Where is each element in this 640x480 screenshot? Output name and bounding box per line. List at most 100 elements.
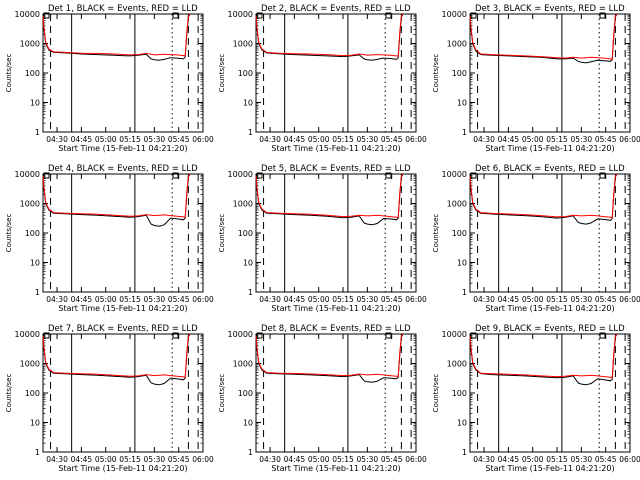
square-marker bbox=[599, 332, 606, 339]
y-axis-label: Counts/sec bbox=[218, 54, 226, 93]
y-tick-label: 1000 bbox=[447, 40, 467, 49]
y-axis-label: Counts/sec bbox=[432, 54, 440, 93]
y-tick-label: 10000 bbox=[228, 330, 253, 339]
square-marker bbox=[43, 332, 50, 339]
x-tick-label: 05:15 bbox=[546, 455, 568, 464]
events-series-line bbox=[255, 173, 404, 226]
square-marker bbox=[599, 12, 606, 19]
y-tick-label: 10 bbox=[30, 259, 40, 268]
x-axis-label: Start Time (15-Feb-11 04:21:20) bbox=[485, 304, 614, 313]
x-tick-label: 05:30 bbox=[144, 135, 166, 144]
y-tick-label: 10000 bbox=[442, 10, 467, 19]
y-tick-label: 100 bbox=[25, 69, 40, 78]
x-tick-label: 05:45 bbox=[168, 295, 190, 304]
x-tick-label: 05:00 bbox=[95, 135, 117, 144]
detector-panel: 1 10 100 1000 10000 04:30 04:45 05:00 05:15 05:30… bbox=[218, 164, 427, 313]
y-axis-label: Counts/sec bbox=[5, 54, 13, 93]
x-tick-label: 04:45 bbox=[498, 455, 520, 464]
x-axis-label: Start Time (15-Feb-11 04:21:20) bbox=[485, 144, 614, 153]
x-axis-label: Start Time (15-Feb-11 04:21:20) bbox=[271, 144, 400, 153]
y-axis-label: Counts/sec bbox=[432, 214, 440, 253]
y-tick-label: 100 bbox=[452, 69, 467, 78]
x-tick-label: 05:45 bbox=[595, 295, 617, 304]
lld-series-line bbox=[469, 13, 618, 61]
y-axis-label: Counts/sec bbox=[218, 214, 226, 253]
y-tick-label: 1000 bbox=[20, 40, 40, 49]
x-tick-label: 05:00 bbox=[522, 455, 544, 464]
y-tick-label: 10 bbox=[243, 259, 253, 268]
x-tick-label: 04:30 bbox=[473, 295, 495, 304]
y-tick-label: 1000 bbox=[233, 200, 253, 209]
y-tick-label: 10000 bbox=[15, 170, 40, 179]
y-tick-label: 1000 bbox=[233, 360, 253, 369]
x-tick-label: 05:00 bbox=[95, 295, 117, 304]
y-tick-label: 10 bbox=[457, 419, 467, 428]
x-tick-label: 05:15 bbox=[332, 295, 354, 304]
x-tick-label: 04:45 bbox=[284, 455, 306, 464]
y-tick-label: 10000 bbox=[442, 170, 467, 179]
x-tick-label: 06:00 bbox=[405, 295, 427, 304]
plot-frame bbox=[42, 333, 204, 453]
x-tick-label: 06:00 bbox=[192, 135, 214, 144]
y-tick-label: 10 bbox=[30, 419, 40, 428]
detector-panel: 1 10 100 1000 10000 04:30 04:45 05:00 05:15 05:30… bbox=[5, 4, 214, 153]
y-axis-label: Counts/sec bbox=[218, 374, 226, 413]
x-tick-label: 04:30 bbox=[259, 135, 281, 144]
x-tick-label: 05:15 bbox=[119, 455, 141, 464]
y-axis-label: Counts/sec bbox=[5, 214, 13, 253]
x-tick-label: 04:45 bbox=[498, 135, 520, 144]
x-tick-label: 05:30 bbox=[571, 295, 593, 304]
x-tick-label: 05:45 bbox=[168, 135, 190, 144]
square-marker bbox=[385, 12, 392, 19]
x-axis-label: Start Time (15-Feb-11 04:21:20) bbox=[485, 464, 614, 473]
x-tick-label: 05:15 bbox=[119, 135, 141, 144]
detector-panel: 1 10 100 1000 10000 04:30 04:45 05:00 05:15 05:30… bbox=[432, 324, 640, 473]
x-tick-label: 05:30 bbox=[571, 455, 593, 464]
detector-panel: 1 10 100 1000 10000 04:30 04:45 05:00 05:15 05:30… bbox=[218, 4, 427, 153]
x-tick-label: 04:45 bbox=[284, 295, 306, 304]
x-tick-label: 06:00 bbox=[192, 455, 214, 464]
y-tick-label: 10 bbox=[30, 99, 40, 108]
x-tick-label: 04:30 bbox=[46, 295, 68, 304]
detector-panel: 1 10 100 1000 10000 04:30 04:45 05:00 05:15 05:30… bbox=[5, 164, 214, 313]
x-tick-label: 04:30 bbox=[473, 135, 495, 144]
square-marker bbox=[256, 332, 263, 339]
x-tick-label: 05:45 bbox=[381, 295, 403, 304]
events-series-line bbox=[255, 333, 404, 383]
plot-frame bbox=[469, 333, 631, 453]
x-tick-label: 04:30 bbox=[46, 455, 68, 464]
y-tick-label: 1 bbox=[35, 128, 40, 137]
panel-title: Det 6, BLACK = Events, RED = LLD bbox=[475, 164, 625, 174]
x-tick-label: 05:00 bbox=[308, 455, 330, 464]
detector-panel: 1 10 100 1000 10000 04:30 04:45 05:00 05:15 05:30… bbox=[432, 4, 640, 153]
x-tick-label: 05:30 bbox=[144, 455, 166, 464]
x-tick-label: 04:30 bbox=[259, 455, 281, 464]
y-axis-label: Counts/sec bbox=[5, 374, 13, 413]
x-tick-label: 05:30 bbox=[357, 455, 379, 464]
y-tick-label: 10000 bbox=[442, 330, 467, 339]
x-tick-label: 06:00 bbox=[405, 455, 427, 464]
y-tick-label: 1000 bbox=[447, 200, 467, 209]
y-tick-label: 1000 bbox=[20, 200, 40, 209]
plot-frame bbox=[469, 13, 631, 133]
x-tick-label: 06:00 bbox=[192, 295, 214, 304]
x-axis-label: Start Time (15-Feb-11 04:21:20) bbox=[58, 304, 187, 313]
x-axis-label: Start Time (15-Feb-11 04:21:20) bbox=[58, 464, 187, 473]
panel-title: Det 2, BLACK = Events, RED = LLD bbox=[261, 4, 411, 14]
x-tick-label: 05:00 bbox=[308, 135, 330, 144]
x-tick-label: 04:30 bbox=[473, 455, 495, 464]
lld-series-line bbox=[42, 333, 191, 378]
events-series-line bbox=[255, 13, 404, 61]
x-tick-label: 05:15 bbox=[546, 135, 568, 144]
x-tick-label: 05:00 bbox=[522, 295, 544, 304]
y-tick-label: 100 bbox=[238, 69, 253, 78]
y-tick-label: 100 bbox=[25, 389, 40, 398]
lld-series-line bbox=[469, 333, 618, 379]
x-tick-label: 05:15 bbox=[332, 135, 354, 144]
y-tick-label: 1 bbox=[248, 288, 253, 297]
y-tick-label: 10 bbox=[243, 99, 253, 108]
x-tick-label: 05:45 bbox=[381, 455, 403, 464]
y-tick-label: 10000 bbox=[15, 10, 40, 19]
y-tick-label: 100 bbox=[452, 229, 467, 238]
